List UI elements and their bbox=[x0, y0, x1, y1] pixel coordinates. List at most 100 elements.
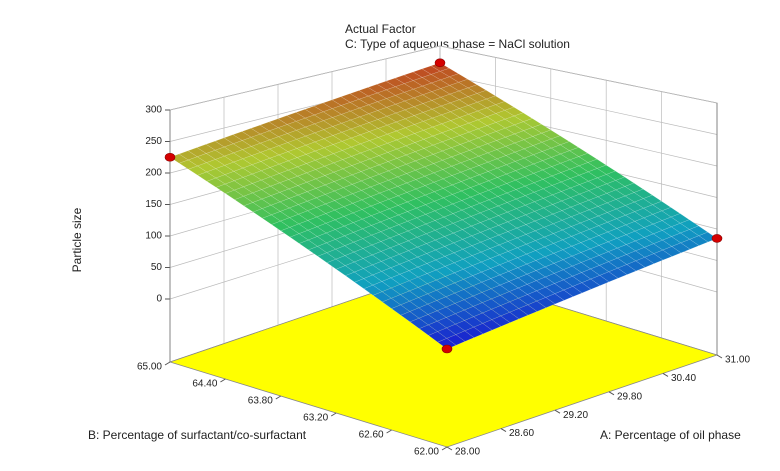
surface-cell bbox=[360, 177, 381, 188]
surface-cell bbox=[350, 143, 371, 154]
surface-cell bbox=[332, 141, 352, 151]
surface-cell bbox=[381, 298, 402, 309]
surface-cell bbox=[488, 196, 508, 207]
surface-cell bbox=[442, 175, 462, 186]
x-tick-label: 30.40 bbox=[671, 373, 696, 384]
surface-cell bbox=[178, 159, 198, 170]
y-tick bbox=[330, 412, 337, 417]
surface-cell bbox=[372, 261, 392, 272]
surface-cell bbox=[399, 290, 420, 302]
surface-cell bbox=[187, 156, 207, 167]
y-tick bbox=[164, 361, 171, 366]
surface-cell bbox=[425, 210, 445, 221]
surface-cell bbox=[426, 239, 446, 251]
surface-cell bbox=[490, 284, 510, 296]
x-tick-label: 29.80 bbox=[617, 391, 642, 402]
z-tick-label: 300 bbox=[145, 105, 162, 116]
surface-cell bbox=[508, 277, 528, 289]
surface-cell bbox=[358, 87, 378, 97]
surface-cell bbox=[444, 242, 464, 254]
surface-cell bbox=[477, 134, 498, 144]
surface-cell bbox=[415, 176, 435, 186]
surface-cell bbox=[421, 82, 442, 92]
surface-cell bbox=[431, 114, 452, 125]
x-tick-label: 28.00 bbox=[455, 447, 480, 458]
surface-cell bbox=[444, 232, 464, 244]
surface-cell bbox=[277, 124, 297, 134]
surface-cell bbox=[452, 200, 472, 211]
surface-cell bbox=[436, 296, 456, 308]
x-tick bbox=[716, 354, 723, 359]
surface-cell bbox=[468, 128, 488, 139]
surface-cell bbox=[633, 188, 653, 199]
surface-cell bbox=[451, 162, 471, 173]
surface-cell bbox=[403, 71, 423, 81]
z-tick-label: 0 bbox=[156, 294, 162, 305]
surface-cell bbox=[388, 205, 408, 216]
surface-cell bbox=[353, 258, 373, 269]
surface-cell bbox=[480, 238, 500, 249]
surface-cell bbox=[416, 204, 436, 215]
surface-cell bbox=[422, 100, 442, 110]
surface-cell bbox=[405, 133, 425, 143]
surface-cell bbox=[270, 182, 290, 193]
surface-cell bbox=[482, 319, 502, 331]
surface-cell bbox=[298, 220, 318, 231]
z-tick-label: 100 bbox=[145, 231, 162, 242]
surface-cell bbox=[473, 323, 493, 335]
surface-cell bbox=[405, 142, 425, 152]
surface-cell bbox=[362, 244, 382, 256]
surface-cell bbox=[224, 161, 244, 172]
surface-cell bbox=[432, 141, 452, 152]
surface-cell bbox=[443, 203, 463, 214]
z-axis-title: Particle size bbox=[70, 207, 84, 272]
surface-cell bbox=[468, 137, 489, 148]
surface-cell bbox=[390, 264, 410, 275]
z-tick-label: 50 bbox=[151, 262, 163, 273]
surface-cell bbox=[477, 107, 497, 117]
surface-cell bbox=[387, 148, 407, 159]
surface-cell bbox=[260, 176, 281, 187]
x-tick bbox=[662, 372, 669, 377]
surface-cell bbox=[412, 85, 433, 95]
surface-cell bbox=[323, 144, 343, 154]
design-point bbox=[441, 344, 453, 354]
surface-cell bbox=[498, 221, 518, 232]
surface-cell bbox=[371, 241, 391, 252]
surface-cell bbox=[215, 155, 235, 166]
surface-cell bbox=[368, 101, 388, 111]
surface-cell bbox=[261, 214, 281, 225]
surface-cell bbox=[353, 238, 373, 249]
surface-cell bbox=[432, 132, 452, 143]
surface-cell bbox=[270, 211, 290, 222]
surface-cell bbox=[467, 93, 487, 103]
surface-cell bbox=[415, 194, 435, 205]
surface-cell bbox=[296, 144, 316, 155]
surface-cell bbox=[378, 170, 399, 181]
surface-cell bbox=[496, 155, 516, 165]
surface-cell bbox=[478, 171, 498, 182]
surface-cell bbox=[453, 229, 473, 240]
surface-cell bbox=[435, 236, 455, 247]
surface-cell bbox=[395, 118, 415, 128]
y-tick bbox=[441, 446, 448, 451]
z-tick-label: 200 bbox=[145, 168, 162, 179]
surface-cell bbox=[298, 239, 318, 251]
surface-cell bbox=[390, 254, 410, 265]
surface-cell bbox=[370, 202, 390, 213]
surface-cell bbox=[455, 330, 475, 342]
surface-cell bbox=[360, 168, 380, 178]
surface-cell bbox=[468, 110, 488, 121]
surface-cell bbox=[443, 194, 463, 205]
surface-cell bbox=[409, 317, 429, 329]
surface-cell bbox=[286, 121, 306, 131]
surface-cell bbox=[450, 135, 470, 145]
surface-cell bbox=[369, 174, 390, 184]
surface-cell bbox=[495, 118, 515, 129]
surface-cell bbox=[296, 154, 316, 164]
surface-cell bbox=[479, 199, 499, 210]
surface-cell bbox=[215, 183, 235, 194]
surface-cell bbox=[404, 115, 424, 125]
surface-cell bbox=[306, 178, 326, 189]
